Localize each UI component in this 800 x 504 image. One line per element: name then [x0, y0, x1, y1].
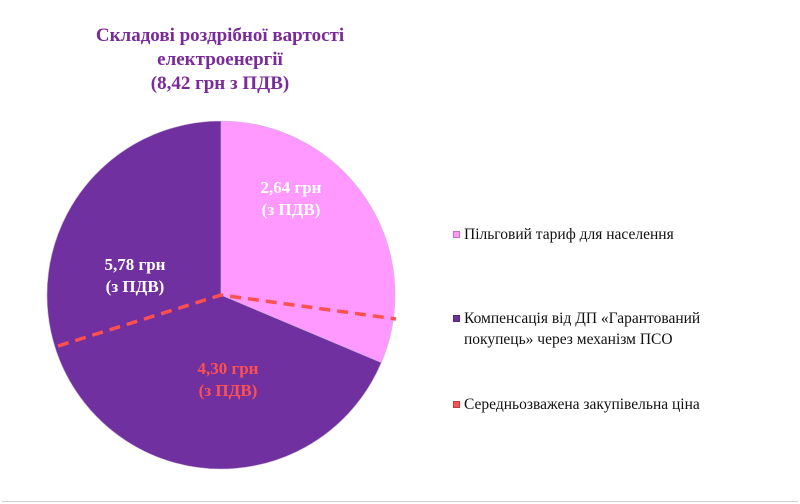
- legend-swatch-preferential-tariff: [453, 231, 460, 238]
- chart-title: Складові роздрібної вартості електроенер…: [40, 24, 400, 96]
- legend-item-preferential-tariff: Пільговий тариф для населення: [453, 224, 764, 245]
- slice-label-1-line-1: 5,78 грн: [105, 255, 166, 274]
- slice-label-1-line-2: (з ПДВ): [106, 277, 165, 296]
- slice-label-0-line-1: 2,64 грн: [261, 178, 322, 197]
- slice-label-0-line-2: (з ПДВ): [262, 200, 321, 219]
- legend-label-weighted-purchase-price: Середньозважена закупівельна ціна: [464, 396, 700, 413]
- legend-item-weighted-purchase-price: Середньозважена закупівельна ціна: [453, 394, 764, 415]
- legend-label-preferential-tariff: Пільговий тариф для населення: [464, 226, 674, 243]
- legend-swatch-pso-compensation: [453, 315, 460, 322]
- pie-slice-1: [46, 120, 382, 470]
- bottom-divider: [2, 501, 798, 502]
- overlay-label-line-1: 4,30 грн: [198, 359, 259, 378]
- chart-title-line-2: електроенергії: [157, 49, 283, 70]
- legend-swatch-weighted-purchase-price: [453, 401, 460, 408]
- pie-slice-0: [220, 120, 396, 364]
- overlay-dashed-segment: [57, 293, 397, 348]
- overlay-label-line-2: (з ПДВ): [199, 381, 258, 400]
- legend-label-pso-compensation: Компенсація від ДП «Гарантований покупец…: [464, 310, 701, 348]
- chart-title-line-3: (8,42 грн з ПДВ): [150, 73, 290, 94]
- legend-item-pso-compensation: Компенсація від ДП «Гарантований покупец…: [453, 308, 764, 350]
- chart-title-line-1: Складові роздрібної вартості: [95, 25, 345, 46]
